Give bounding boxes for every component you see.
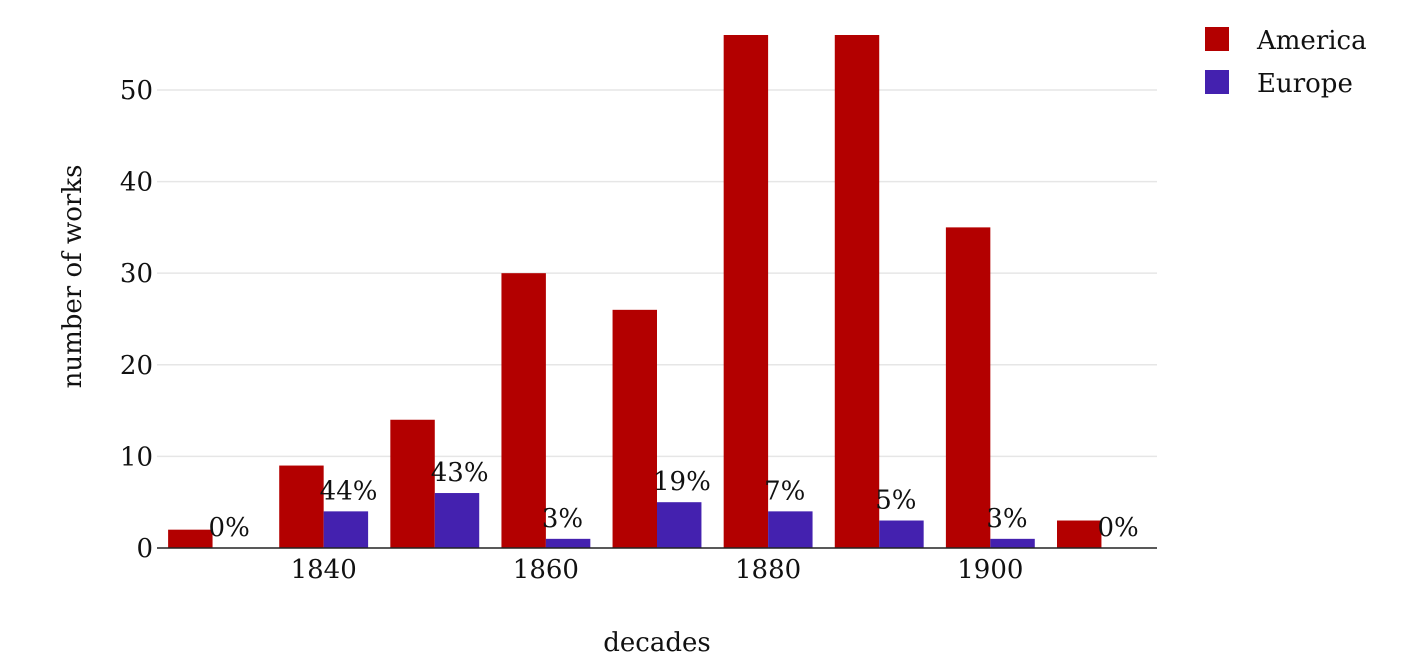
america-bar xyxy=(834,35,880,548)
data-label: 43% xyxy=(431,458,489,488)
data-labels: 0% 44% 43% 3% 19% 7% 5% 3% 0% xyxy=(209,458,1139,543)
europe-bar xyxy=(434,493,480,548)
y-tick-label: 40 xyxy=(120,168,153,198)
data-label: 0% xyxy=(209,513,250,543)
america-bar xyxy=(1057,520,1102,548)
legend-label: Europe xyxy=(1257,69,1353,99)
data-label: 0% xyxy=(1097,513,1138,543)
legend-label: America xyxy=(1256,26,1367,56)
data-label: 19% xyxy=(653,467,711,497)
america-bar xyxy=(723,35,769,548)
europe-bar xyxy=(768,511,813,548)
america-bar xyxy=(612,309,657,548)
europe-bar xyxy=(990,538,1035,548)
y-tick-label: 20 xyxy=(120,351,153,381)
data-label: 7% xyxy=(764,476,805,506)
x-axis-title: decades xyxy=(603,628,710,658)
y-tick-label: 30 xyxy=(120,259,153,289)
y-tick-label: 0 xyxy=(136,534,153,564)
y-tick-label: 10 xyxy=(120,442,153,472)
y-axis-title: number of works xyxy=(58,165,88,389)
europe-bar xyxy=(545,538,591,548)
europe-bar xyxy=(879,520,924,548)
europe-bar xyxy=(323,511,369,548)
data-label: 3% xyxy=(542,504,583,534)
america-bar xyxy=(390,419,435,548)
axes: 1840 1860 1880 1900 xyxy=(157,547,1157,585)
x-tick-label: 1880 xyxy=(735,555,801,585)
data-label: 5% xyxy=(875,486,916,516)
bars xyxy=(168,35,1102,548)
legend: America Europe xyxy=(1205,26,1367,99)
america-bar xyxy=(168,529,213,548)
america-bar xyxy=(501,273,546,548)
europe-bar xyxy=(657,502,702,548)
legend-swatch xyxy=(1205,70,1229,94)
legend-swatch xyxy=(1205,27,1229,51)
data-label: 3% xyxy=(986,504,1027,534)
data-label: 44% xyxy=(320,476,378,506)
y-tick-label: 50 xyxy=(120,76,153,106)
x-tick-label: 1840 xyxy=(291,555,357,585)
x-tick-label: 1860 xyxy=(513,555,579,585)
america-bar xyxy=(279,465,324,548)
america-bar xyxy=(945,227,991,548)
x-tick-label: 1900 xyxy=(957,555,1023,585)
